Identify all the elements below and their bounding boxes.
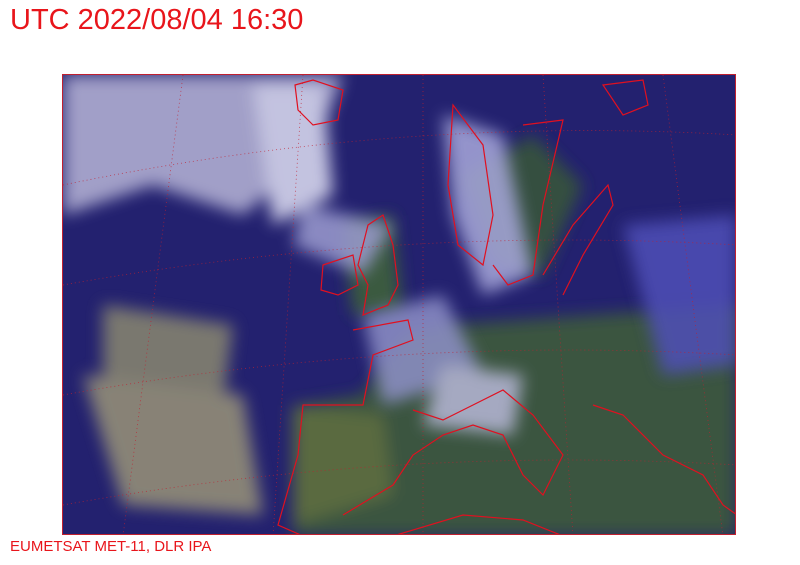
satellite-image [62, 74, 736, 535]
lat-lon-grid [63, 75, 735, 534]
satellite-map [63, 75, 735, 534]
coastlines [277, 79, 735, 534]
image-title: UTC 2022/08/04 16:30 [10, 4, 304, 36]
image-credit: EUMETSAT MET-11, DLR IPA [10, 538, 212, 555]
